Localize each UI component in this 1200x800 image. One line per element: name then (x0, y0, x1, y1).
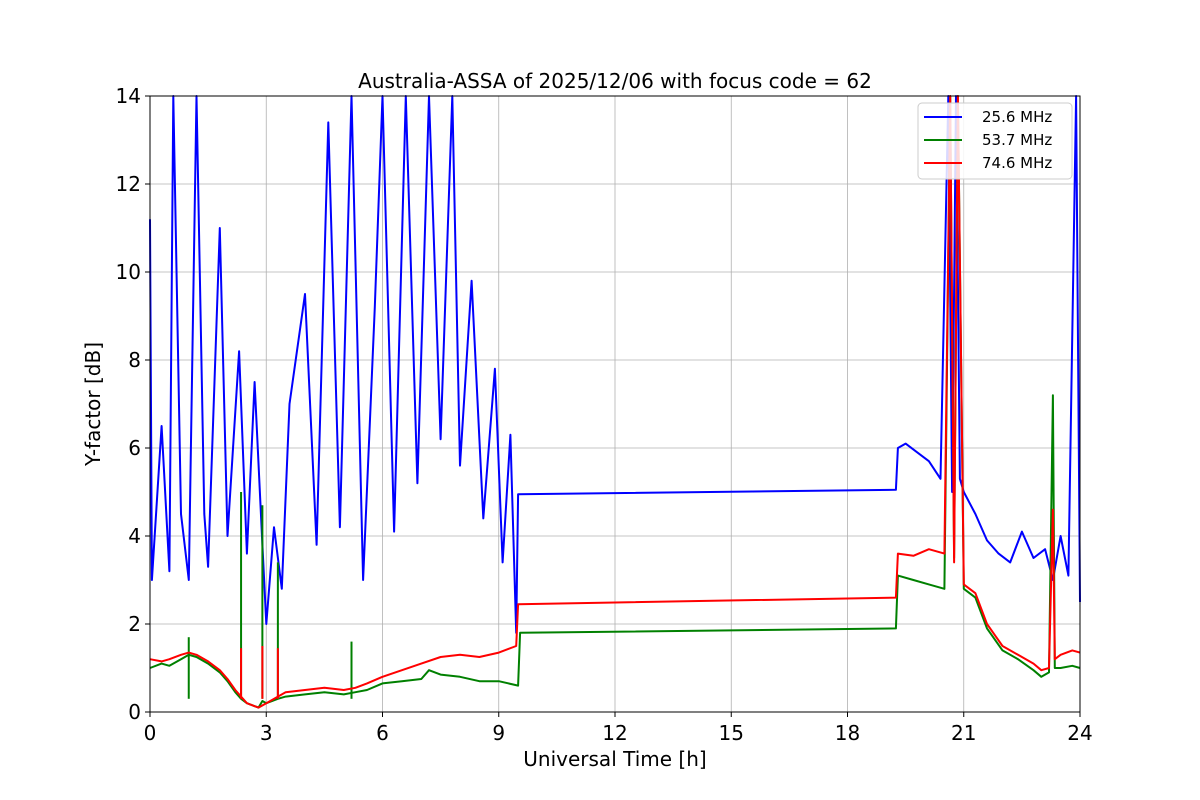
x-axis-label: Universal Time [h] (523, 747, 706, 771)
chart-title: Australia-ASSA of 2025/12/06 with focus … (358, 69, 872, 93)
y-tick-label: 2 (128, 612, 141, 636)
series-line-53-7-mhz (149, 95, 1081, 709)
x-tick-label: 9 (492, 721, 505, 745)
y-tick-label: 4 (128, 524, 141, 548)
x-tick-label: 15 (719, 721, 744, 745)
x-tick-label: 3 (260, 721, 273, 745)
y-tick-label: 0 (128, 700, 141, 724)
x-tick-label: 18 (835, 721, 860, 745)
y-axis-label: Y-factor [dB] (81, 342, 105, 467)
series-line-74-6-mhz (149, 95, 1081, 709)
y-tick-label: 12 (116, 172, 141, 196)
x-tick-label: 21 (951, 721, 976, 745)
y-tick-label: 8 (128, 348, 141, 372)
legend-label-74-6: 74.6 MHz (982, 154, 1052, 172)
legend-label-53-7: 53.7 MHz (982, 131, 1052, 149)
y-tick-label: 14 (116, 84, 141, 108)
x-tick-label: 24 (1067, 721, 1092, 745)
legend-frame (917, 102, 1073, 180)
series-layer (149, 95, 1081, 709)
x-tick-label: 6 (376, 721, 389, 745)
x-tick-label: 12 (602, 721, 627, 745)
y-tick-label: 6 (128, 436, 141, 460)
legend-label-25-6: 25.6 MHz (982, 108, 1052, 126)
legend: 25.6 MHz 53.7 MHz 74.6 MHz (917, 102, 1073, 180)
series-line-25-6-mhz (149, 95, 1081, 634)
y-tick-label: 10 (116, 260, 141, 284)
x-tick-label: 0 (144, 721, 157, 745)
